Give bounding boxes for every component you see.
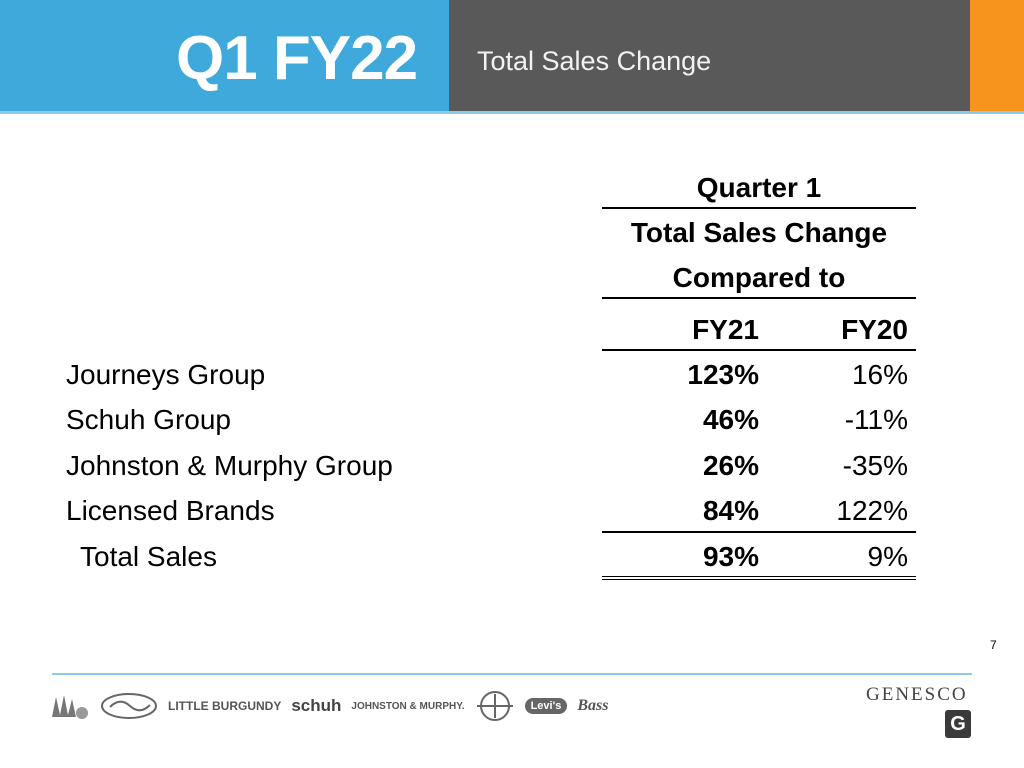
column-header-fy21: FY21 <box>692 314 759 345</box>
subheader-rule <box>602 297 916 299</box>
row-fy21-value: 46% <box>702 404 759 435</box>
schuh-logo: schuh <box>291 696 342 715</box>
levis-logo: Levi's <box>524 698 568 714</box>
row-fy20-value: -11% <box>844 404 908 435</box>
journeys-kidz-logo-icon <box>52 695 88 719</box>
row-label: Johnston & Murphy Group <box>66 450 393 481</box>
header-subtitle-band <box>449 0 970 111</box>
table-group-header: Quarter 1 <box>696 172 822 203</box>
total-fy21-value: 93% <box>702 541 759 572</box>
table-subheader: Total Sales Change <box>630 217 888 248</box>
page-number: 7 <box>990 638 997 652</box>
row-label: Licensed Brands <box>66 495 275 526</box>
header-title-band <box>0 0 449 111</box>
total-double-rule-1 <box>602 576 916 577</box>
journeys-logo-icon <box>101 693 157 719</box>
dockers-logo-icon <box>476 691 513 721</box>
column-header-rule <box>602 349 916 351</box>
row-fy21-value: 26% <box>702 450 759 481</box>
row-label: Journeys Group <box>66 359 266 390</box>
johnston-murphy-logo: JOHNSTON & MURPHY. <box>351 700 465 712</box>
row-fy21-value: 123% <box>687 359 759 390</box>
row-fy21-value: 84% <box>702 495 759 526</box>
little-burgundy-logo: LITTLE BURGUNDY <box>168 699 282 713</box>
header-underline <box>0 111 1024 114</box>
total-fy20-value: 9% <box>867 541 908 572</box>
slide-title: Q1 FY22 <box>176 24 418 93</box>
company-wordmark: GENESCO <box>866 684 968 705</box>
brand-logo-strip: LITTLE BURGUNDY schuh JOHNSTON & MURPHY.… <box>46 686 608 726</box>
slide-subtitle: Total Sales Change <box>477 46 712 76</box>
header-accent-block <box>970 0 1024 111</box>
total-top-rule <box>602 531 916 533</box>
bass-logo: Bass <box>577 697 609 714</box>
header-rule <box>602 207 916 209</box>
footer-rule <box>52 673 972 675</box>
row-fy20-value: 122% <box>836 495 908 526</box>
company-g-icon: G <box>945 710 971 738</box>
total-label: Total Sales <box>80 541 217 572</box>
total-double-rule-2 <box>602 579 916 580</box>
column-header-fy20: FY20 <box>841 314 908 345</box>
row-fy20-value: -35% <box>842 450 908 481</box>
row-label: Schuh Group <box>66 404 231 435</box>
table-subheader-2: Compared to <box>672 262 846 293</box>
row-fy20-value: 16% <box>851 359 908 390</box>
